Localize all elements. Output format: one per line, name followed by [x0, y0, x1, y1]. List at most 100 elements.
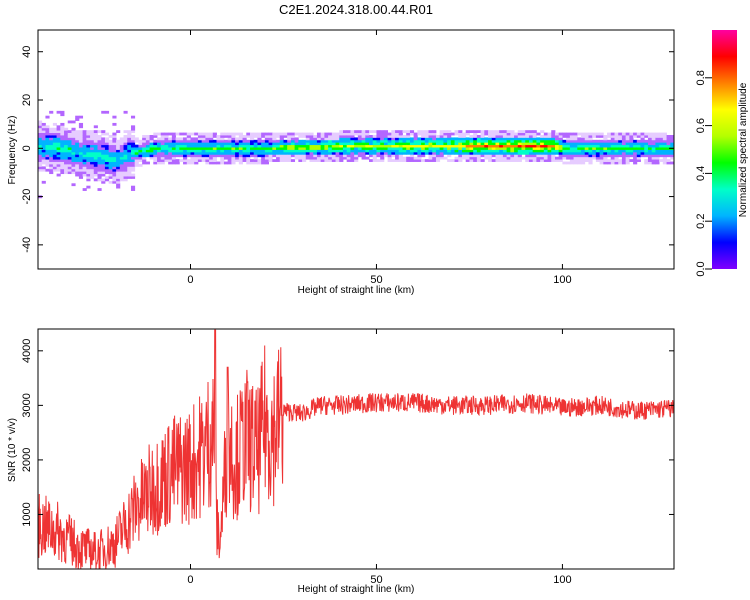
- spectrogram-cell: [194, 137, 199, 141]
- spectrogram-cell: [554, 147, 560, 150]
- spectrogram-cell: [577, 147, 582, 150]
- spectrogram-cell: [112, 142, 117, 146]
- spectrogram-cell: [119, 154, 124, 158]
- colorbar-ramp: [712, 30, 737, 269]
- spectrogram-cell: [365, 137, 370, 141]
- spectrogram-cell: [547, 137, 552, 141]
- spectrogram-cell: [175, 147, 180, 150]
- snr-y-label: SNR (10 * v/v): [7, 418, 18, 482]
- spectrogram-cell: [183, 147, 188, 150]
- spectrogram-cell: [201, 142, 206, 146]
- spectrogram-cell: [116, 173, 121, 177]
- spectrogram-cell: [45, 130, 50, 133]
- spectrogram-cell: [554, 144, 560, 148]
- spectrogram-cell: [629, 147, 634, 150]
- spectrogram-cell: [633, 154, 638, 158]
- spectrogram-cell: [45, 132, 50, 136]
- spectrogram-cell: [86, 135, 91, 138]
- spectrogram-cell: [521, 142, 526, 146]
- spectrogram-cell: [499, 147, 504, 150]
- spectrogram-cell: [435, 142, 441, 146]
- spectrogram-cell: [127, 159, 132, 162]
- spectrogram-cell: [283, 142, 288, 146]
- spectrogram-cell: [510, 135, 515, 138]
- spectrogram-cell: [644, 151, 649, 155]
- spectrogram-cell: [116, 151, 121, 155]
- spectrogram-cell: [127, 149, 132, 153]
- spectrogram-cell: [562, 156, 567, 160]
- spectrogram-cell: [599, 149, 604, 153]
- spectrogram-cell: [447, 154, 452, 158]
- spectrogram-cell: [75, 130, 80, 133]
- spectrogram-y-tick-label: -40: [21, 237, 33, 253]
- spectrogram-cell: [253, 154, 258, 158]
- spectrogram-cell: [413, 159, 418, 162]
- spectrogram-cell: [134, 144, 139, 148]
- spectrogram-cell: [424, 132, 429, 136]
- spectrogram-cell: [250, 139, 255, 143]
- spectrogram-cell: [465, 137, 470, 141]
- spectrogram-cell: [238, 161, 243, 165]
- spectrogram-cell: [64, 166, 69, 170]
- spectrogram-cell: [160, 132, 165, 136]
- spectrogram-cell: [540, 154, 545, 158]
- spectrogram-cell: [569, 149, 574, 153]
- spectrogram-cell: [462, 142, 467, 146]
- spectrogram-cell: [495, 154, 500, 158]
- spectrogram-cell: [56, 142, 61, 146]
- spectrogram-cell: [145, 161, 150, 165]
- spectrogram-cell: [450, 144, 455, 148]
- spectrogram-cell: [488, 159, 493, 162]
- spectrogram-cell: [153, 149, 158, 153]
- spectrogram-cell: [97, 168, 102, 172]
- spectrogram-cell: [473, 147, 478, 150]
- spectrogram-cell: [562, 142, 567, 146]
- spectrogram-cell: [309, 139, 314, 143]
- spectrogram-cell: [391, 144, 396, 148]
- spectrogram-cell: [610, 147, 615, 150]
- spectrogram-cell: [424, 159, 429, 162]
- spectrogram-cell: [543, 149, 548, 153]
- spectrogram-cell: [153, 161, 158, 165]
- spectrogram-cell: [183, 137, 188, 141]
- spectrogram-cell: [636, 147, 641, 150]
- spectrogram-cell: [391, 132, 396, 136]
- spectrogram-cell: [435, 149, 441, 153]
- spectrogram-cell: [78, 163, 84, 167]
- spectrogram-cell: [130, 168, 136, 172]
- spectrogram-cell: [49, 130, 54, 133]
- spectrogram-cell: [640, 154, 645, 158]
- spectrogram-cell: [469, 151, 474, 155]
- spectrogram-cell: [346, 142, 351, 146]
- spectrogram-cell: [640, 135, 645, 138]
- spectrogram-cell: [153, 135, 158, 138]
- spectrogram-cell: [186, 132, 191, 136]
- spectrogram-cell: [517, 147, 522, 150]
- spectrogram-cell: [101, 163, 106, 167]
- spectrogram-cell: [268, 142, 273, 146]
- spectrogram-cell: [484, 147, 489, 150]
- spectrogram-cell: [339, 154, 344, 158]
- spectrogram-cell: [540, 142, 545, 146]
- spectrogram-cell: [495, 147, 500, 150]
- spectrogram-cell: [458, 132, 463, 136]
- spectrogram-cell: [354, 156, 359, 160]
- spectrogram-cell: [573, 137, 578, 141]
- spectrogram-cell: [160, 151, 165, 155]
- spectrogram-cell: [517, 156, 522, 160]
- spectrogram-cell: [294, 156, 299, 160]
- spectrogram-cell: [514, 159, 519, 162]
- spectrogram-cell: [108, 144, 113, 148]
- spectrogram-cell: [186, 135, 191, 138]
- spectrogram-cell: [380, 130, 385, 133]
- spectrogram-cell: [268, 132, 273, 136]
- spectrogram-cell: [335, 154, 340, 158]
- spectrogram-cell: [142, 154, 147, 158]
- spectrogram-cell: [543, 151, 548, 155]
- spectrogram-cell: [138, 142, 143, 146]
- spectrogram-cell: [41, 135, 46, 138]
- spectrogram-cell: [465, 132, 470, 136]
- spectrogram-cell: [376, 135, 381, 138]
- spectrogram-cell: [160, 161, 165, 165]
- spectrogram-cell: [476, 135, 481, 138]
